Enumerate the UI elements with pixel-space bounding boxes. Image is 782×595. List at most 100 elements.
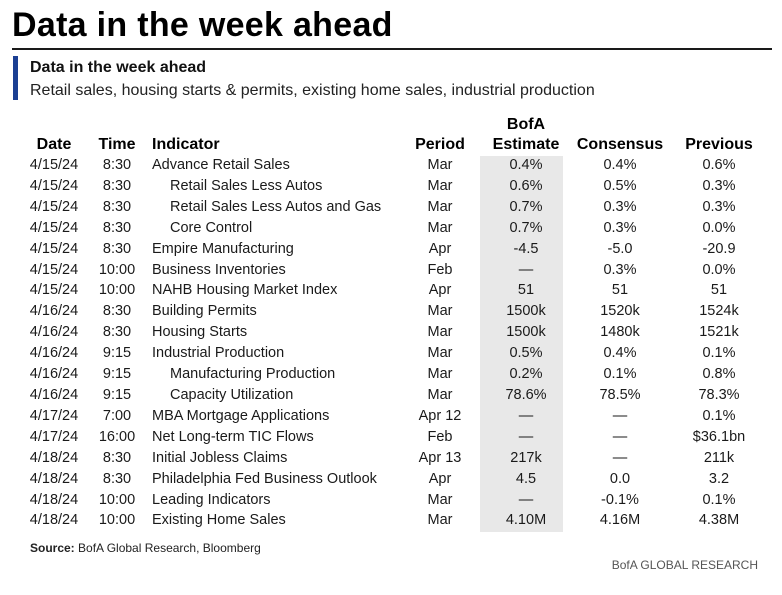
cell-estimate: 0.7% <box>509 219 543 236</box>
cell-indicator: Existing Home Sales <box>152 512 286 529</box>
cell-period: Mar <box>427 303 453 320</box>
cell-estimate: 78.6% <box>505 386 547 403</box>
cell-indicator: Net Long-term TIC Flows <box>152 428 314 445</box>
section-description: Retail sales, housing starts & permits, … <box>30 82 595 99</box>
accent-bar <box>13 56 18 100</box>
cell-time: 8:30 <box>102 177 132 194</box>
column-header-time: Time <box>98 136 136 153</box>
cell-estimate: — <box>518 428 534 445</box>
cell-time: 8:30 <box>102 219 132 236</box>
cell-period: Mar <box>427 386 453 403</box>
cell-indicator: Retail Sales Less Autos <box>170 177 323 194</box>
column-header-estimate: BofA Estimate <box>484 113 568 155</box>
estimate-column-highlight <box>480 156 563 532</box>
cell-previous: 0.3% <box>702 198 736 215</box>
table-row: 4/16/24 8:30 Housing Starts Mar 1500k 1480k 15… <box>22 322 766 343</box>
cell-time: 16:00 <box>98 428 136 445</box>
table-row: 4/18/24 8:30 Initial Jobless Claims Apr 13 2… <box>22 448 766 469</box>
table-row: 4/18/24 10:00 Leading Indicators Mar — -0.1% 0… <box>22 490 766 511</box>
section-title: Data in the week ahead <box>30 59 207 76</box>
cell-estimate: 51 <box>517 282 535 299</box>
cell-time: 8:30 <box>102 324 132 341</box>
table-row: 4/15/24 8:30 Advance Retail Sales Mar 0.4% 0.… <box>22 155 766 176</box>
cell-previous: 0.8% <box>702 366 736 383</box>
cell-indicator: Philadelphia Fed Business Outlook <box>152 470 377 487</box>
source-note: Source: BofA Global Research, Bloomberg <box>30 541 261 555</box>
cell-indicator: NAHB Housing Market Index <box>152 282 338 299</box>
cell-previous: 0.0% <box>702 219 736 236</box>
data-table: Date Time Indicator Period BofA Estimate… <box>22 113 766 531</box>
cell-period: Apr 12 <box>418 407 462 424</box>
cell-consensus: 0.3% <box>603 198 637 215</box>
cell-time: 8:30 <box>102 240 132 257</box>
cell-date: 4/15/24 <box>29 282 79 299</box>
cell-period: Mar <box>427 198 453 215</box>
cell-consensus: 4.16M <box>599 512 641 529</box>
cell-estimate: 1500k <box>506 303 546 320</box>
cell-previous: 0.1% <box>702 407 736 424</box>
cell-indicator: Retail Sales Less Autos and Gas <box>170 198 382 215</box>
cell-period: Mar <box>427 324 453 341</box>
cell-date: 4/15/24 <box>29 157 79 173</box>
cell-date: 4/18/24 <box>29 512 79 529</box>
cell-consensus: 0.1% <box>603 366 637 383</box>
column-header-date: Date <box>36 136 72 153</box>
cell-time: 10:00 <box>98 491 136 508</box>
cell-period: Mar <box>427 491 453 508</box>
table-row: 4/15/24 8:30 Retail Sales Less Autos and G… <box>22 197 766 218</box>
footer-brand: BofA GLOBAL RESEARCH <box>611 558 758 572</box>
table-body: 4/15/24 8:30 Advance Retail Sales Mar 0.4% 0.… <box>22 155 766 531</box>
cell-time: 8:30 <box>102 470 132 487</box>
cell-indicator: Housing Starts <box>152 324 248 341</box>
cell-date: 4/16/24 <box>29 366 79 383</box>
cell-date: 4/15/24 <box>29 240 79 257</box>
cell-indicator: Manufacturing Production <box>170 366 336 383</box>
cell-indicator: Capacity Utilization <box>170 386 294 403</box>
cell-previous: -20.9 <box>702 240 736 257</box>
cell-time: 10:00 <box>98 512 136 529</box>
cell-estimate: 217k <box>510 449 542 466</box>
cell-previous: 211k <box>703 449 735 466</box>
cell-date: 4/16/24 <box>29 303 79 320</box>
cell-consensus: — <box>612 407 628 424</box>
table-row: 4/15/24 10:00 Business Inventories Feb — 0.3%… <box>22 260 766 281</box>
cell-date: 4/16/24 <box>29 324 79 341</box>
table-header-row: Date Time Indicator Period BofA Estimate… <box>22 113 766 155</box>
cell-previous: 51 <box>710 282 728 299</box>
source-text: BofA Global Research, Bloomberg <box>74 541 261 555</box>
table-row: 4/17/24 7:00 MBA Mortgage Applications Apr … <box>22 406 766 427</box>
cell-indicator: Initial Jobless Claims <box>152 449 288 466</box>
cell-date: 4/16/24 <box>29 345 79 362</box>
cell-consensus: 1480k <box>600 324 640 341</box>
cell-indicator: Advance Retail Sales <box>152 157 290 173</box>
cell-period: Apr 13 <box>418 449 462 466</box>
cell-previous: 3.2 <box>708 470 730 487</box>
table-row: 4/16/24 9:15 Industrial Production Mar 0.5% 0… <box>22 343 766 364</box>
cell-consensus: 1520k <box>600 303 640 320</box>
cell-time: 10:00 <box>98 261 136 278</box>
cell-date: 4/18/24 <box>29 491 79 508</box>
cell-time: 9:15 <box>102 345 132 362</box>
cell-indicator: Business Inventories <box>152 261 286 278</box>
column-header-estimate-line1: BofA <box>506 116 546 133</box>
cell-time: 8:30 <box>102 303 132 320</box>
cell-indicator: Empire Manufacturing <box>152 240 294 257</box>
cell-estimate: 4.10M <box>505 512 547 529</box>
cell-time: 8:30 <box>102 157 132 173</box>
table-row: 4/15/24 8:30 Empire Manufacturing Apr -4.5 -5… <box>22 239 766 260</box>
cell-estimate: -4.5 <box>513 240 539 257</box>
cell-consensus: -5.0 <box>607 240 633 257</box>
page-title: Data in the week ahead <box>12 6 393 44</box>
cell-consensus: — <box>612 449 628 466</box>
cell-period: Mar <box>427 366 453 383</box>
cell-period: Mar <box>427 157 453 173</box>
table-row: 4/18/24 10:00 Existing Home Sales Mar 4.10M 4… <box>22 510 766 531</box>
cell-estimate: 0.5% <box>509 345 543 362</box>
cell-consensus: 0.3% <box>603 219 637 236</box>
cell-date: 4/15/24 <box>29 198 79 215</box>
table-row: 4/15/24 8:30 Retail Sales Less Autos Mar 0.6… <box>22 176 766 197</box>
cell-period: Feb <box>427 261 453 278</box>
cell-previous: 0.1% <box>702 345 736 362</box>
cell-estimate: — <box>518 491 534 508</box>
table-row: 4/15/24 10:00 NAHB Housing Market Index Apr… <box>22 280 766 301</box>
